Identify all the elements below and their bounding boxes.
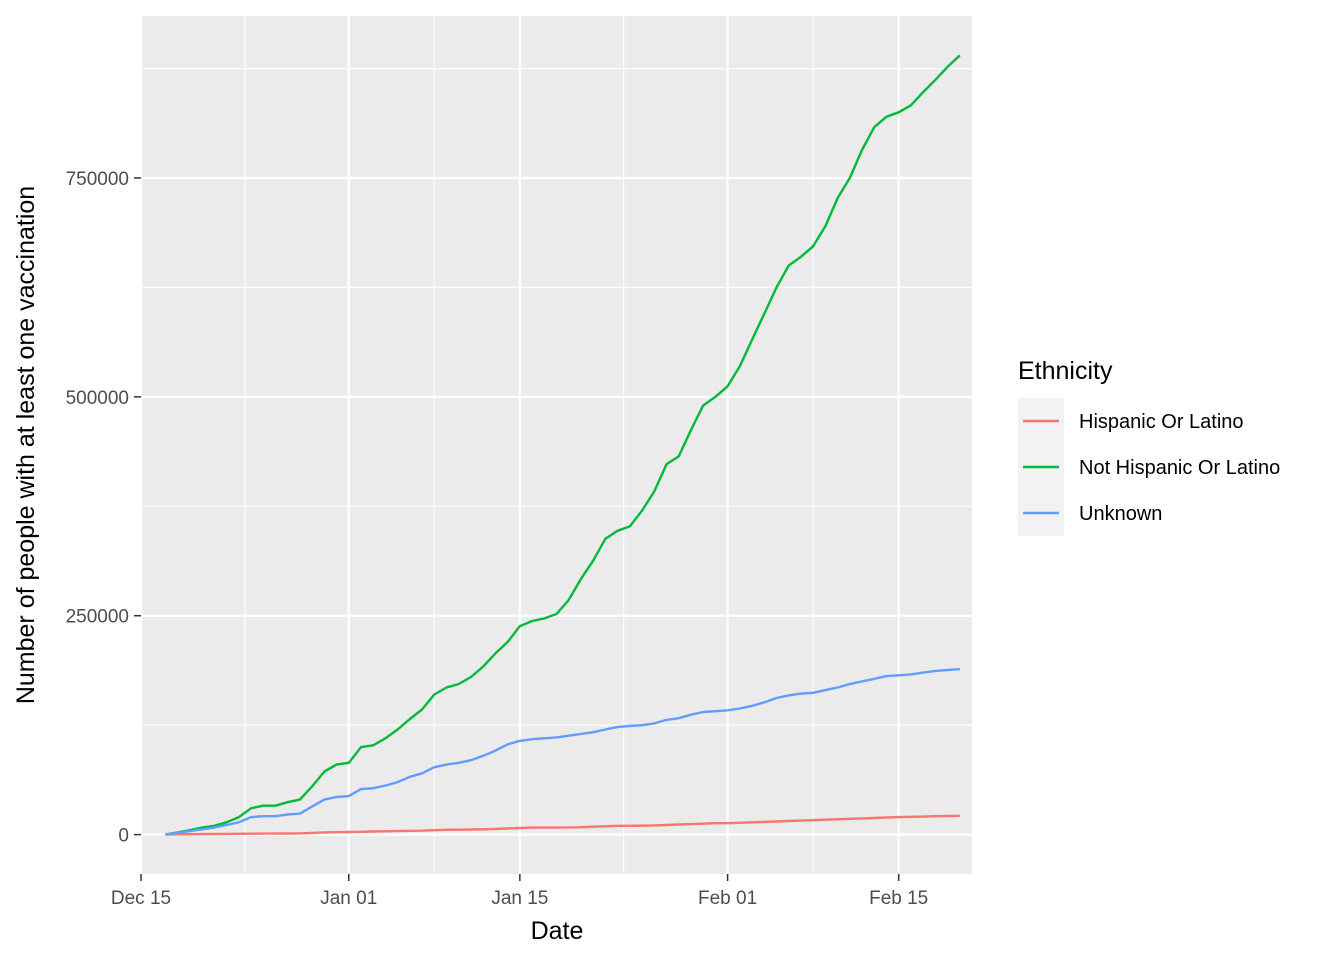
major-gridlines — [139, 16, 972, 874]
legend-title: Ethnicity — [1018, 357, 1113, 385]
legend-label: Hispanic Or Latino — [1079, 411, 1244, 433]
x-tick-label: Dec 15 — [111, 888, 171, 909]
x-tick-label: Feb 15 — [869, 888, 928, 909]
series-line — [165, 667, 960, 836]
y-tick-label: 500000 — [66, 388, 129, 409]
y-axis-title: Number of people with at least one vacci… — [12, 186, 40, 704]
x-tick-label: Jan 15 — [491, 888, 548, 909]
series-line — [165, 54, 961, 836]
y-tick-label: 0 — [118, 826, 129, 847]
legend: Ethnicity Hispanic Or Latino Not Hispanic… — [1018, 357, 1280, 536]
y-tick-label: 750000 — [66, 169, 129, 190]
legend-items: Hispanic Or Latino Not Hispanic Or Latino… — [1023, 411, 1280, 525]
series-line — [165, 814, 960, 836]
series-lines — [165, 54, 961, 836]
x-axis: Dec 15 Jan 01 Jan 15 Feb 01 Feb 15 — [111, 874, 928, 909]
minor-gridlines — [141, 16, 972, 874]
x-tick-label: Feb 01 — [698, 888, 757, 909]
legend-label: Unknown — [1079, 503, 1162, 525]
panel-background — [141, 16, 972, 874]
y-tick-label: 250000 — [66, 607, 129, 628]
x-tick-label: Jan 01 — [320, 888, 377, 909]
legend-label: Not Hispanic Or Latino — [1079, 457, 1280, 479]
x-axis-title: Date — [531, 917, 584, 945]
y-axis: 0 250000 500000 750000 — [66, 169, 141, 847]
